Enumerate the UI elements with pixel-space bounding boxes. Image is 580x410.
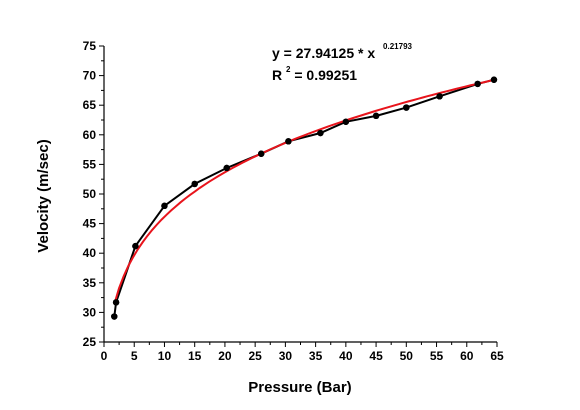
y-axis-title: Velocity (m/sec) bbox=[35, 139, 52, 252]
data-point-marker bbox=[342, 118, 350, 125]
data-point-marker bbox=[474, 80, 481, 88]
data-point-marker bbox=[191, 180, 198, 188]
equation-main: y = 27.94125 * x bbox=[272, 45, 375, 61]
data-point-marker bbox=[490, 76, 498, 83]
data-point-marker bbox=[258, 150, 265, 157]
x-tick-label: 0 bbox=[101, 349, 108, 363]
r-squared-sup: 2 bbox=[286, 65, 291, 74]
data-point-marker bbox=[436, 93, 443, 100]
x-tick-label: 50 bbox=[400, 349, 414, 363]
y-tick-label: 30 bbox=[83, 305, 97, 319]
data-point-marker bbox=[285, 138, 292, 145]
power-fit-curve bbox=[113, 78, 495, 305]
fit-curve-layer bbox=[113, 78, 495, 305]
r-squared-text: R 2 = 0.99251 bbox=[272, 59, 357, 83]
x-tick-label: 35 bbox=[309, 349, 323, 363]
data-point-marker bbox=[403, 104, 410, 111]
x-tick-label: 65 bbox=[490, 349, 504, 363]
fit-equation-annotation: y = 27.94125 * x 0.21793 R 2 = 0.99251 bbox=[272, 42, 413, 83]
ticks-layer: 0 5 10 15 20 25 30 35 40 45 50 55 60 65 25 30 35 40 45 50 55… bbox=[83, 39, 504, 363]
x-axis-title: Pressure (Bar) bbox=[248, 379, 351, 396]
y-tick-label: 75 bbox=[83, 39, 97, 53]
x-tick-label: 5 bbox=[131, 349, 138, 363]
x-tick-label: 15 bbox=[188, 349, 202, 363]
x-tick-label: 40 bbox=[339, 349, 353, 363]
data-point-marker bbox=[132, 242, 139, 250]
data-point-marker bbox=[112, 299, 120, 306]
y-tick-label: 25 bbox=[83, 335, 97, 349]
x-tick-label: 60 bbox=[460, 349, 474, 363]
data-point-marker bbox=[317, 129, 324, 137]
data-point-marker bbox=[372, 112, 380, 120]
x-tick-label: 45 bbox=[369, 349, 383, 363]
y-tick-label: 45 bbox=[83, 217, 97, 231]
y-tick-label: 70 bbox=[83, 69, 97, 83]
y-tick-label: 65 bbox=[83, 98, 97, 112]
x-tick-label: 10 bbox=[158, 349, 172, 363]
x-tick-label: 55 bbox=[430, 349, 444, 363]
axes-layer bbox=[103, 46, 497, 343]
data-point-marker bbox=[223, 164, 230, 172]
x-tick-label: 30 bbox=[279, 349, 293, 363]
data-point-marker bbox=[161, 202, 168, 210]
x-tick-label: 20 bbox=[218, 349, 232, 363]
equation-exponent: 0.21793 bbox=[383, 42, 412, 51]
y-tick-label: 50 bbox=[83, 187, 97, 201]
r-squared-value: = 0.99251 bbox=[294, 67, 357, 83]
y-tick-label: 60 bbox=[83, 128, 97, 142]
y-tick-label: 40 bbox=[83, 246, 97, 260]
equation-text: y = 27.94125 * x 0.21793 bbox=[272, 42, 413, 61]
r-squared-symbol: R bbox=[272, 67, 282, 83]
y-tick-label: 55 bbox=[83, 157, 97, 171]
data-point-marker bbox=[111, 313, 118, 320]
x-tick-label: 25 bbox=[248, 349, 262, 363]
data-series-line bbox=[113, 78, 495, 317]
y-tick-label: 35 bbox=[83, 276, 97, 290]
data-series-layer bbox=[111, 76, 498, 320]
